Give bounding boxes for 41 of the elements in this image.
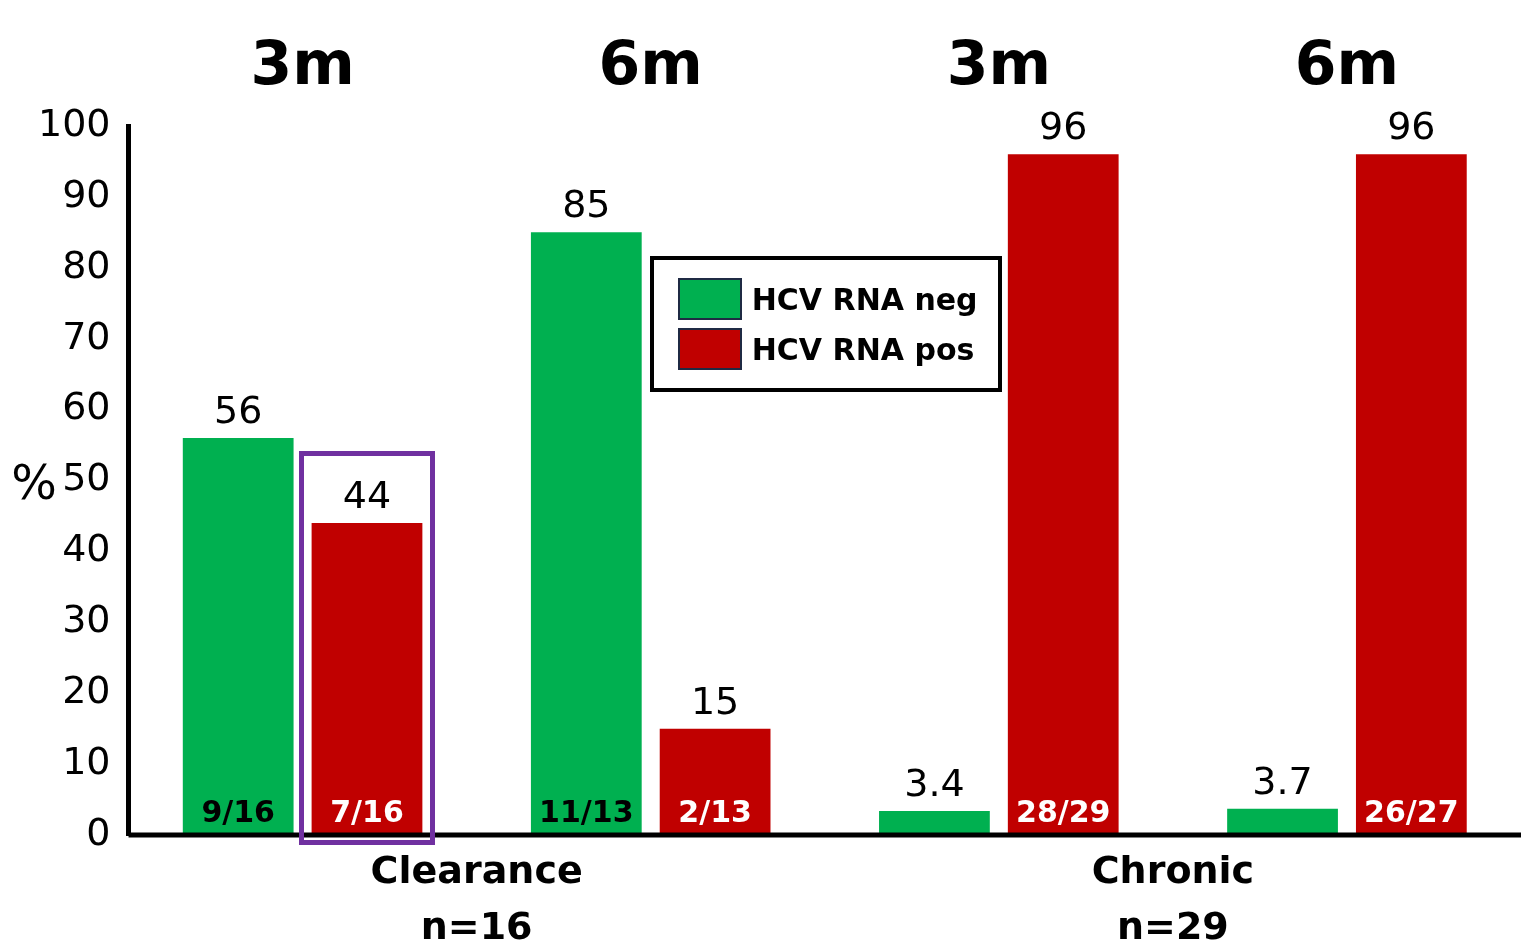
y-tick-label: 60 [62, 384, 111, 429]
data-label: 15 [690, 678, 740, 723]
bar [879, 810, 990, 835]
x-tick-label: 3m [250, 27, 355, 98]
bar [1007, 154, 1119, 835]
data-label: 3.7 [1252, 758, 1313, 803]
data-label: 96 [1387, 104, 1436, 149]
y-tick-label: 100 [38, 100, 111, 145]
y-tick-label: 80 [62, 242, 111, 287]
annotation: 9/16 [201, 793, 275, 829]
annotation: 11/13 [539, 793, 634, 829]
data-label: 44 [342, 472, 392, 517]
y-tick-label: 0 [86, 809, 111, 854]
y-tick-label: 20 [62, 668, 111, 713]
legend-label: HCV RNA neg [751, 281, 978, 317]
x-tick-label: 6m [1294, 27, 1400, 98]
bar [659, 728, 771, 835]
bar [1355, 154, 1467, 835]
annotation: 7/16 [330, 793, 404, 829]
y-tick-label: 40 [62, 526, 111, 571]
y-tick-label: 70 [62, 313, 111, 358]
data-label: 85 [562, 182, 611, 227]
y-tick-label: 30 [62, 597, 111, 642]
annotation: 2/13 [678, 793, 752, 829]
text: Chronic n=29 [1091, 848, 1255, 940]
y-tick-label: 10 [62, 738, 111, 783]
legend-label: HCV RNA pos [751, 331, 975, 367]
x-tick-label: 6m [598, 27, 703, 98]
bar [530, 232, 642, 835]
data-label: 3.4 [904, 760, 965, 805]
text: Clearance n=16 [370, 848, 583, 940]
x-tick-label: 3m [946, 27, 1051, 98]
data-label: 56 [214, 387, 263, 432]
annotation: 26/27 [1364, 793, 1459, 829]
y-tick-label: 90 [62, 171, 111, 216]
annotation: 28/29 [1016, 793, 1111, 829]
y-tick-label: 50 [62, 455, 111, 500]
data-label: 96 [1039, 104, 1088, 149]
y-axis-title: % [11, 453, 57, 510]
bar [1227, 808, 1338, 835]
bar [182, 437, 294, 835]
